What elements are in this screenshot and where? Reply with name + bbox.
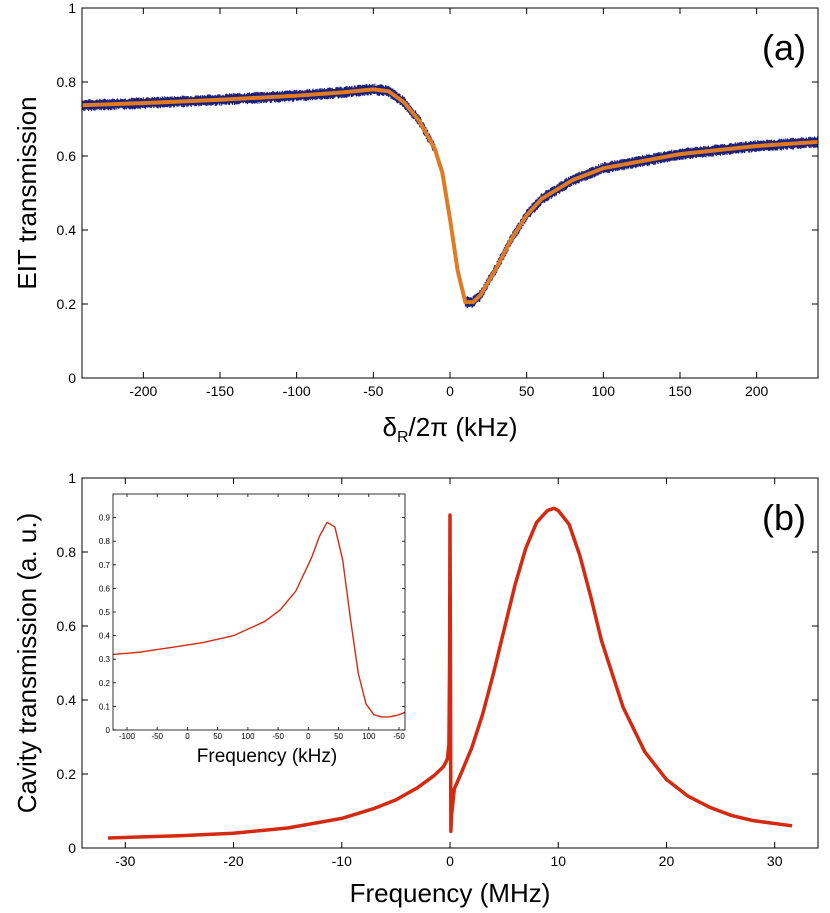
inset-frame (112, 493, 406, 731)
panel-b-x-tick-label: 0 (446, 853, 454, 869)
panel-a-x-tick-label: 0 (446, 383, 454, 399)
panel-a-y-tick-label: 0.2 (57, 296, 77, 312)
panel-b-y-tick-label: 0.4 (57, 692, 77, 708)
panel-b-y-tick-label: 0.2 (57, 766, 77, 782)
inset-y-tick-label: 0.6 (99, 584, 111, 593)
panel-b-y-tick-label: 1 (68, 470, 76, 486)
inset-x-tick-label: 50 (213, 732, 222, 741)
inset-x-tick-label: 0 (306, 732, 311, 741)
inset-y-tick-label: 0 (106, 726, 111, 735)
panel-b-series (107, 506, 793, 840)
inset-x-axis-label: Frequency (kHz) (197, 746, 337, 767)
inset-line (112, 521, 406, 718)
inset-y-tick-label: 0.4 (99, 632, 111, 641)
panel-a-x-axis-label: δR/2π (kHz) (383, 412, 518, 446)
panel-a-label: (a) (762, 27, 806, 68)
panel-a-fit-series (81, 87, 819, 305)
inset-y-tick-label: 0.8 (99, 537, 111, 546)
inset-y-tick-label: 0.5 (99, 608, 111, 617)
panel-b-x-tick-label: -30 (115, 853, 135, 869)
panel-a-y-tick-label: 0.8 (57, 74, 77, 90)
inset-y-tick-label: 0.1 (99, 702, 111, 711)
panel-a: -200 -150 -100 -50 0 50 100 150 200 0 0.2 0.4 0.6 0.8… (12, 0, 819, 446)
inset-x-tick-label: -50 (393, 732, 405, 741)
inset-y-tick-label: 0.3 (99, 655, 111, 664)
inset-y-tick-label: 0.2 (99, 679, 111, 688)
inset-x-tick-label: -50 (151, 732, 163, 741)
panel-a-y-tick-label: 0.6 (57, 148, 77, 164)
panel-a-x-tick-label: -50 (363, 383, 383, 399)
panel-a-fit-line (81, 87, 819, 305)
panel-b-x-tick-label: -20 (223, 853, 243, 869)
inset-y-tick-label: 0.9 (99, 514, 111, 523)
inset-x-tick-label: 50 (334, 732, 343, 741)
panel-a-x-tick-label: 100 (592, 383, 616, 399)
inset-x-tick-label: -100 (119, 732, 136, 741)
panel-a-ticks: -200 -150 -100 -50 0 50 100 150 200 0 0.2 0.4 0.6 0.8… (57, 0, 818, 399)
panel-a-x-tick-label: 150 (668, 383, 692, 399)
panel-b-y-tick-label: 0.8 (57, 544, 77, 560)
panel-a-x-tick-label: -100 (283, 383, 311, 399)
inset-x-tick-label: -50 (272, 732, 284, 741)
panel-a-data-band (81, 83, 819, 308)
panel-b-x-tick-label: 20 (659, 853, 675, 869)
panel-b-x-tick-label: -10 (332, 853, 352, 869)
panel-b-line (107, 506, 793, 840)
panel-b-frame (81, 477, 819, 849)
panel-b-y-tick-label: 0.6 (57, 618, 77, 634)
panel-b-label: (b) (762, 497, 806, 538)
panel-a-x-tick-label: 50 (519, 383, 535, 399)
panel-a-frame (81, 7, 819, 379)
inset-x-tick-label: 0 (185, 732, 190, 741)
inset-series (112, 521, 406, 718)
panel-a-y-tick-label: 0 (68, 370, 76, 386)
panel-b-x-axis-label: Frequency (MHz) (350, 878, 551, 908)
panel-a-x-tick-label: 200 (745, 383, 769, 399)
panel-a-data-series (81, 83, 819, 308)
panel-a-y-axis-label: EIT transmission (12, 96, 42, 289)
inset-y-tick-label: 0.7 (99, 561, 111, 570)
inset-background (113, 494, 405, 730)
inset-ticks: -100 -50 0 50 100 -50 0 50 100 -50 0 0.1 0.2 0.3 0.4 0.… (99, 494, 405, 741)
panel-a-x-tick-label: -150 (206, 383, 234, 399)
panel-b-x-tick-label: 10 (550, 853, 566, 869)
inset: -100 -50 0 50 100 -50 0 50 100 -50 0 0.1 0.2 0.3 0.4 0.… (99, 493, 406, 767)
panel-a-y-tick-label: 0.4 (57, 222, 77, 238)
panel-b-y-axis-label: Cavity transmission (a. u.) (12, 513, 42, 814)
inset-x-tick-label: 100 (241, 732, 255, 741)
panel-b-y-tick-label: 0 (68, 840, 76, 856)
inset-x-tick-label: 100 (362, 732, 376, 741)
panel-b-x-tick-label: 30 (767, 853, 783, 869)
panel-a-x-tick-label: -200 (129, 383, 157, 399)
panel-a-y-tick-label: 1 (68, 0, 76, 16)
